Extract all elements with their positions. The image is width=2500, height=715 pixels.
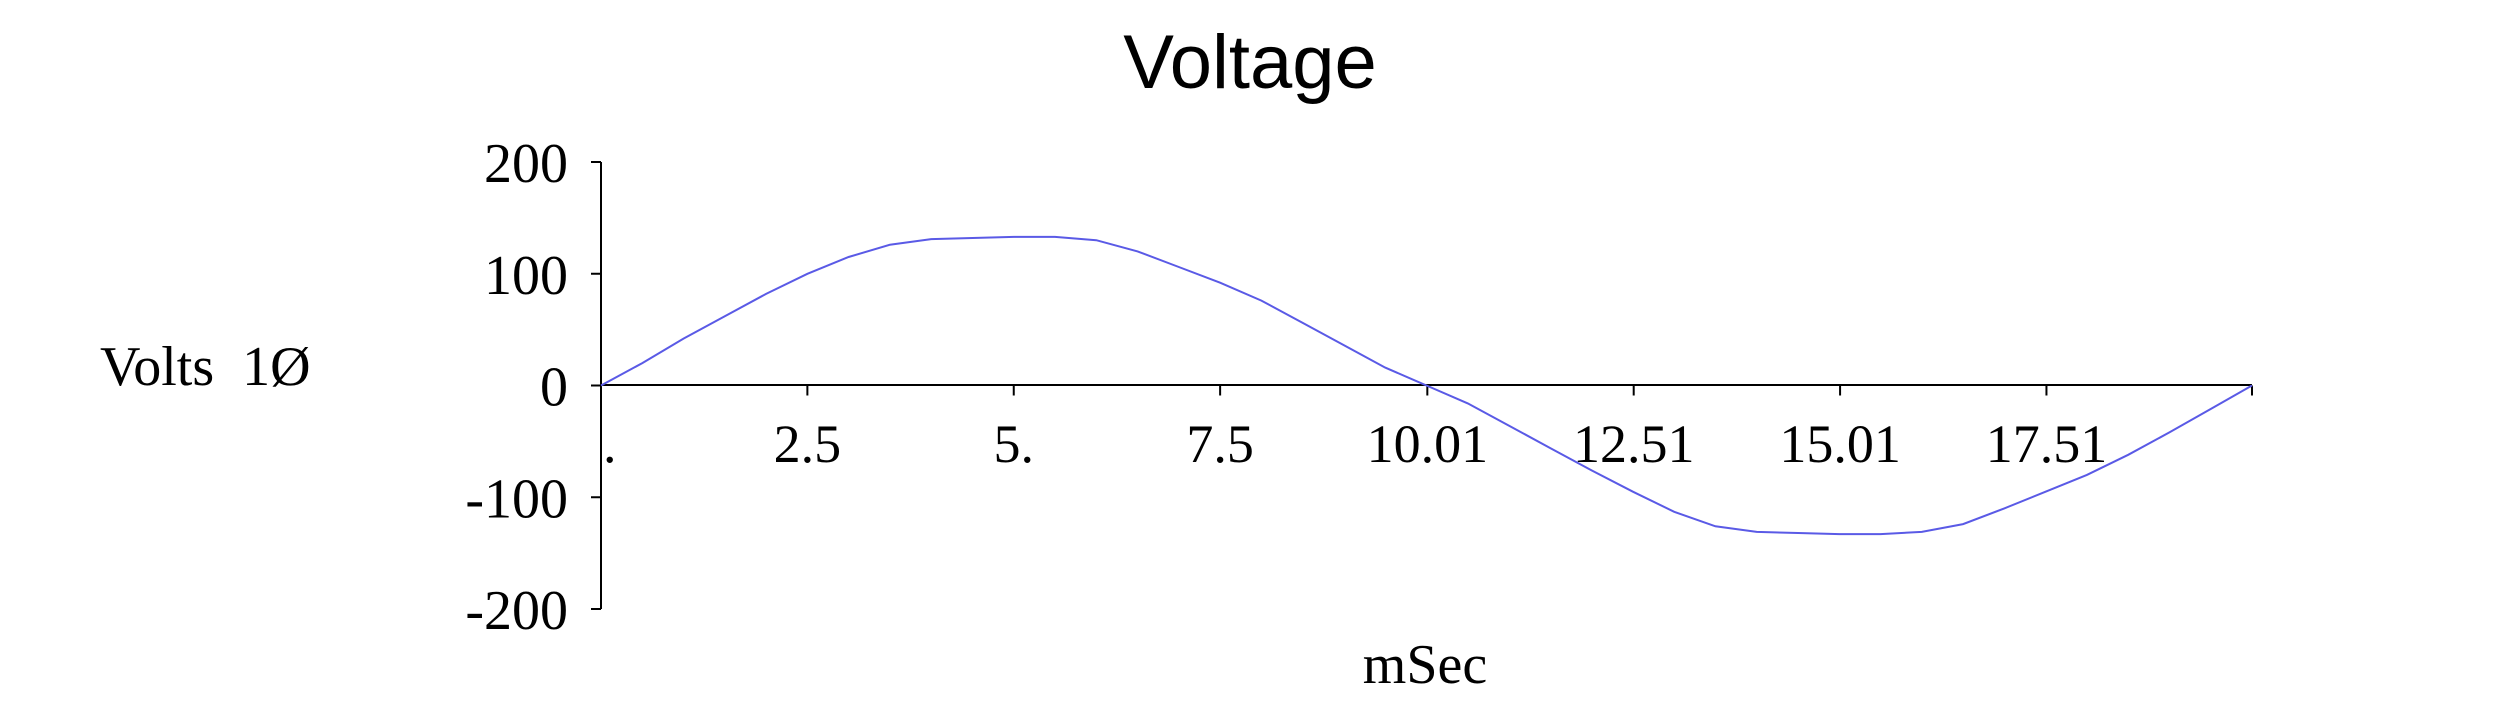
series-line-0 bbox=[600, 235, 2253, 536]
chart-title: Voltage bbox=[1123, 20, 1377, 105]
y-axis-label: Volts 1Ø bbox=[100, 336, 311, 398]
x-tick-label: 5. bbox=[994, 414, 1035, 474]
y-tick-label: 100 bbox=[484, 245, 568, 307]
y-tick-label: 0 bbox=[540, 357, 568, 419]
x-tick-label: 15.01 bbox=[1779, 414, 1901, 474]
x-tick-label: . bbox=[603, 414, 617, 474]
x-tick-label: 7.5 bbox=[1186, 414, 1254, 474]
x-ticks: . 2.5 5. 7.5 10.01 12.51 15.01 17.51 bbox=[600, 385, 2253, 474]
x-tick-label: 12.51 bbox=[1573, 414, 1695, 474]
y-tick-label: 200 bbox=[484, 133, 568, 195]
y-tick-label: -100 bbox=[465, 468, 568, 530]
x-axis-label: mSec bbox=[1363, 634, 1487, 696]
series-layer bbox=[600, 235, 2253, 536]
x-tick-label: 10.01 bbox=[1367, 414, 1489, 474]
y-ticks: 200 100 0 -100 -200 bbox=[465, 133, 601, 642]
x-tick-label: 2.5 bbox=[774, 414, 842, 474]
y-tick-label: -200 bbox=[465, 580, 568, 642]
x-tick-label: 17.51 bbox=[1986, 414, 2108, 474]
